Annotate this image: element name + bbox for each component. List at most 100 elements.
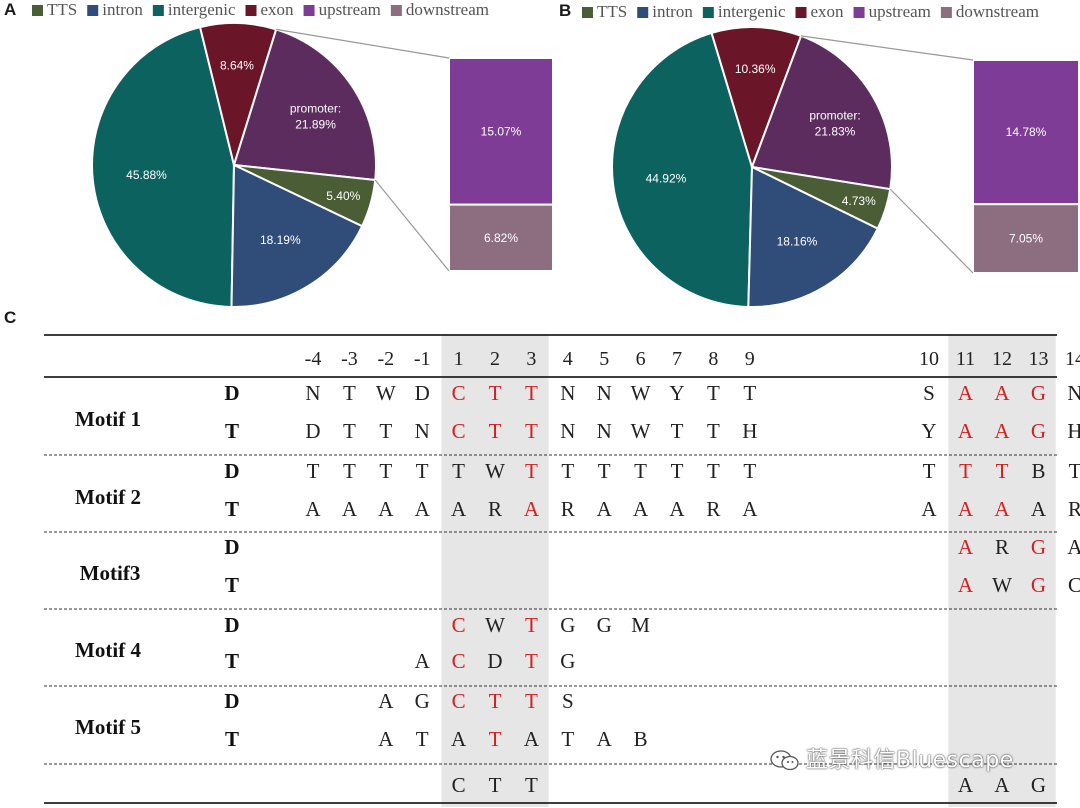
sequence-letter: A (378, 727, 394, 751)
sequence-letter: A (958, 497, 974, 521)
sequence-letter: T (743, 459, 756, 483)
pie-label-intergenic: 44.92% (646, 172, 687, 186)
column-header: -3 (341, 348, 358, 370)
sequence-letter: A (451, 497, 467, 521)
sequence-letter: T (1069, 459, 1080, 483)
sequence-letter: R (561, 497, 575, 521)
strand-label: T (225, 573, 239, 597)
pie-label-promoter: 21.83% (815, 124, 856, 138)
legend-label-intron: intron (102, 0, 143, 19)
consensus-letter: C (452, 773, 466, 797)
pie-chart-b: TTS intron intergenic exon upstream downstrea… (582, 2, 1080, 308)
sequence-letter: A (958, 573, 974, 597)
legend-swatch-intron (87, 5, 99, 16)
sequence-letter: A (378, 689, 394, 713)
sequence-letter: R (706, 497, 720, 521)
panel-label-b: B (559, 1, 572, 20)
legend-label-intergenic: intergenic (718, 2, 786, 21)
sequence-letter: A (305, 497, 321, 521)
sequence-letter: T (561, 459, 574, 483)
column-header: 2 (490, 348, 500, 370)
sequence-letter: T (923, 459, 936, 483)
consensus-letter: T (525, 773, 538, 797)
sequence-letter: N (560, 419, 575, 443)
sequence-letter: R (488, 497, 502, 521)
pie-slice-exon (710, 26, 803, 171)
legend-label-exon: exon (811, 2, 845, 21)
sequence-letter: C (452, 689, 466, 713)
legend-swatch-intron (637, 7, 649, 18)
sequence-letter: R (995, 535, 1009, 559)
sequence-letter: A (633, 497, 649, 521)
column-header: 1 (454, 348, 464, 370)
pie-label-exon: 8.64% (220, 59, 254, 73)
column-header: 6 (636, 348, 646, 370)
sequence-letter: T (959, 459, 972, 483)
sequence-letter: D (487, 649, 502, 673)
pie-chart-a: TTS intron intergenic exon upstream downstrea… (32, 0, 554, 308)
breakdown-label-downstream: 7.05% (1009, 232, 1043, 246)
motif-name: Motif3 (80, 561, 141, 585)
sequence-letter: N (597, 381, 612, 405)
highlight-band-2 (948, 334, 1056, 807)
sequence-letter: A (415, 497, 431, 521)
sequence-letter: W (631, 381, 651, 405)
column-header: 7 (672, 348, 682, 370)
sequence-letter: N (597, 419, 612, 443)
connector-line-top (276, 28, 450, 59)
sequence-letter: A (597, 727, 613, 751)
sequence-letter: G (560, 649, 575, 673)
sequence-letter: T (525, 381, 538, 405)
sequence-letter: C (452, 613, 466, 637)
motif-name: Motif 2 (75, 485, 141, 509)
highlight-band-1 (441, 334, 549, 807)
legend-label-intron: intron (652, 2, 693, 21)
column-header: 4 (563, 348, 573, 370)
sequence-letter: C (452, 419, 466, 443)
sequence-letter: T (452, 459, 465, 483)
sequence-letter: M (631, 613, 650, 637)
pie-label-promoter-prefix: promoter: (809, 108, 860, 122)
sequence-letter: T (525, 459, 538, 483)
pie-label-intergenic: 45.88% (126, 168, 167, 182)
strand-label: D (224, 613, 239, 637)
sequence-letter: C (452, 649, 466, 673)
column-header: 12 (992, 348, 1012, 370)
sequence-letter: G (1031, 573, 1046, 597)
column-header: -4 (305, 348, 322, 370)
strand-label: T (225, 649, 239, 673)
pie-slice-intron (747, 165, 880, 308)
column-header: 13 (1029, 348, 1049, 370)
sequence-letter: A (958, 535, 974, 559)
strand-label: D (224, 689, 239, 713)
chat-bubbles-icon (770, 750, 799, 771)
strand-label: T (225, 419, 239, 443)
sequence-letter: A (524, 497, 540, 521)
pie-label-intron: 18.16% (777, 234, 818, 248)
sequence-letter: T (707, 381, 720, 405)
sequence-letter: W (485, 613, 505, 637)
column-header: 14 (1065, 348, 1080, 370)
sequence-letter: W (485, 459, 505, 483)
sequence-letter: H (742, 419, 757, 443)
strand-label: T (225, 727, 239, 751)
column-header: 10 (919, 348, 939, 370)
sequence-letter: T (743, 381, 756, 405)
sequence-letter: T (489, 689, 502, 713)
sequence-letter: T (489, 381, 502, 405)
column-header: 9 (745, 348, 755, 370)
legend-swatch-intergenic (152, 5, 164, 16)
motif-name: Motif 5 (75, 715, 141, 739)
sequence-letter: T (307, 459, 320, 483)
sequence-letter: A (342, 497, 358, 521)
sequence-letter: A (378, 497, 394, 521)
legend-swatch-downstream (940, 7, 952, 18)
legend-label-intergenic: intergenic (168, 0, 236, 19)
legend-label-downstream: downstream (956, 2, 1039, 21)
sequence-letter: N (1067, 381, 1080, 405)
connector-line-bottom (374, 179, 450, 272)
sequence-letter: S (923, 381, 935, 405)
sequence-letter: T (379, 419, 392, 443)
pie-slice-intergenic (91, 25, 236, 308)
consensus-letter: G (1031, 773, 1046, 797)
